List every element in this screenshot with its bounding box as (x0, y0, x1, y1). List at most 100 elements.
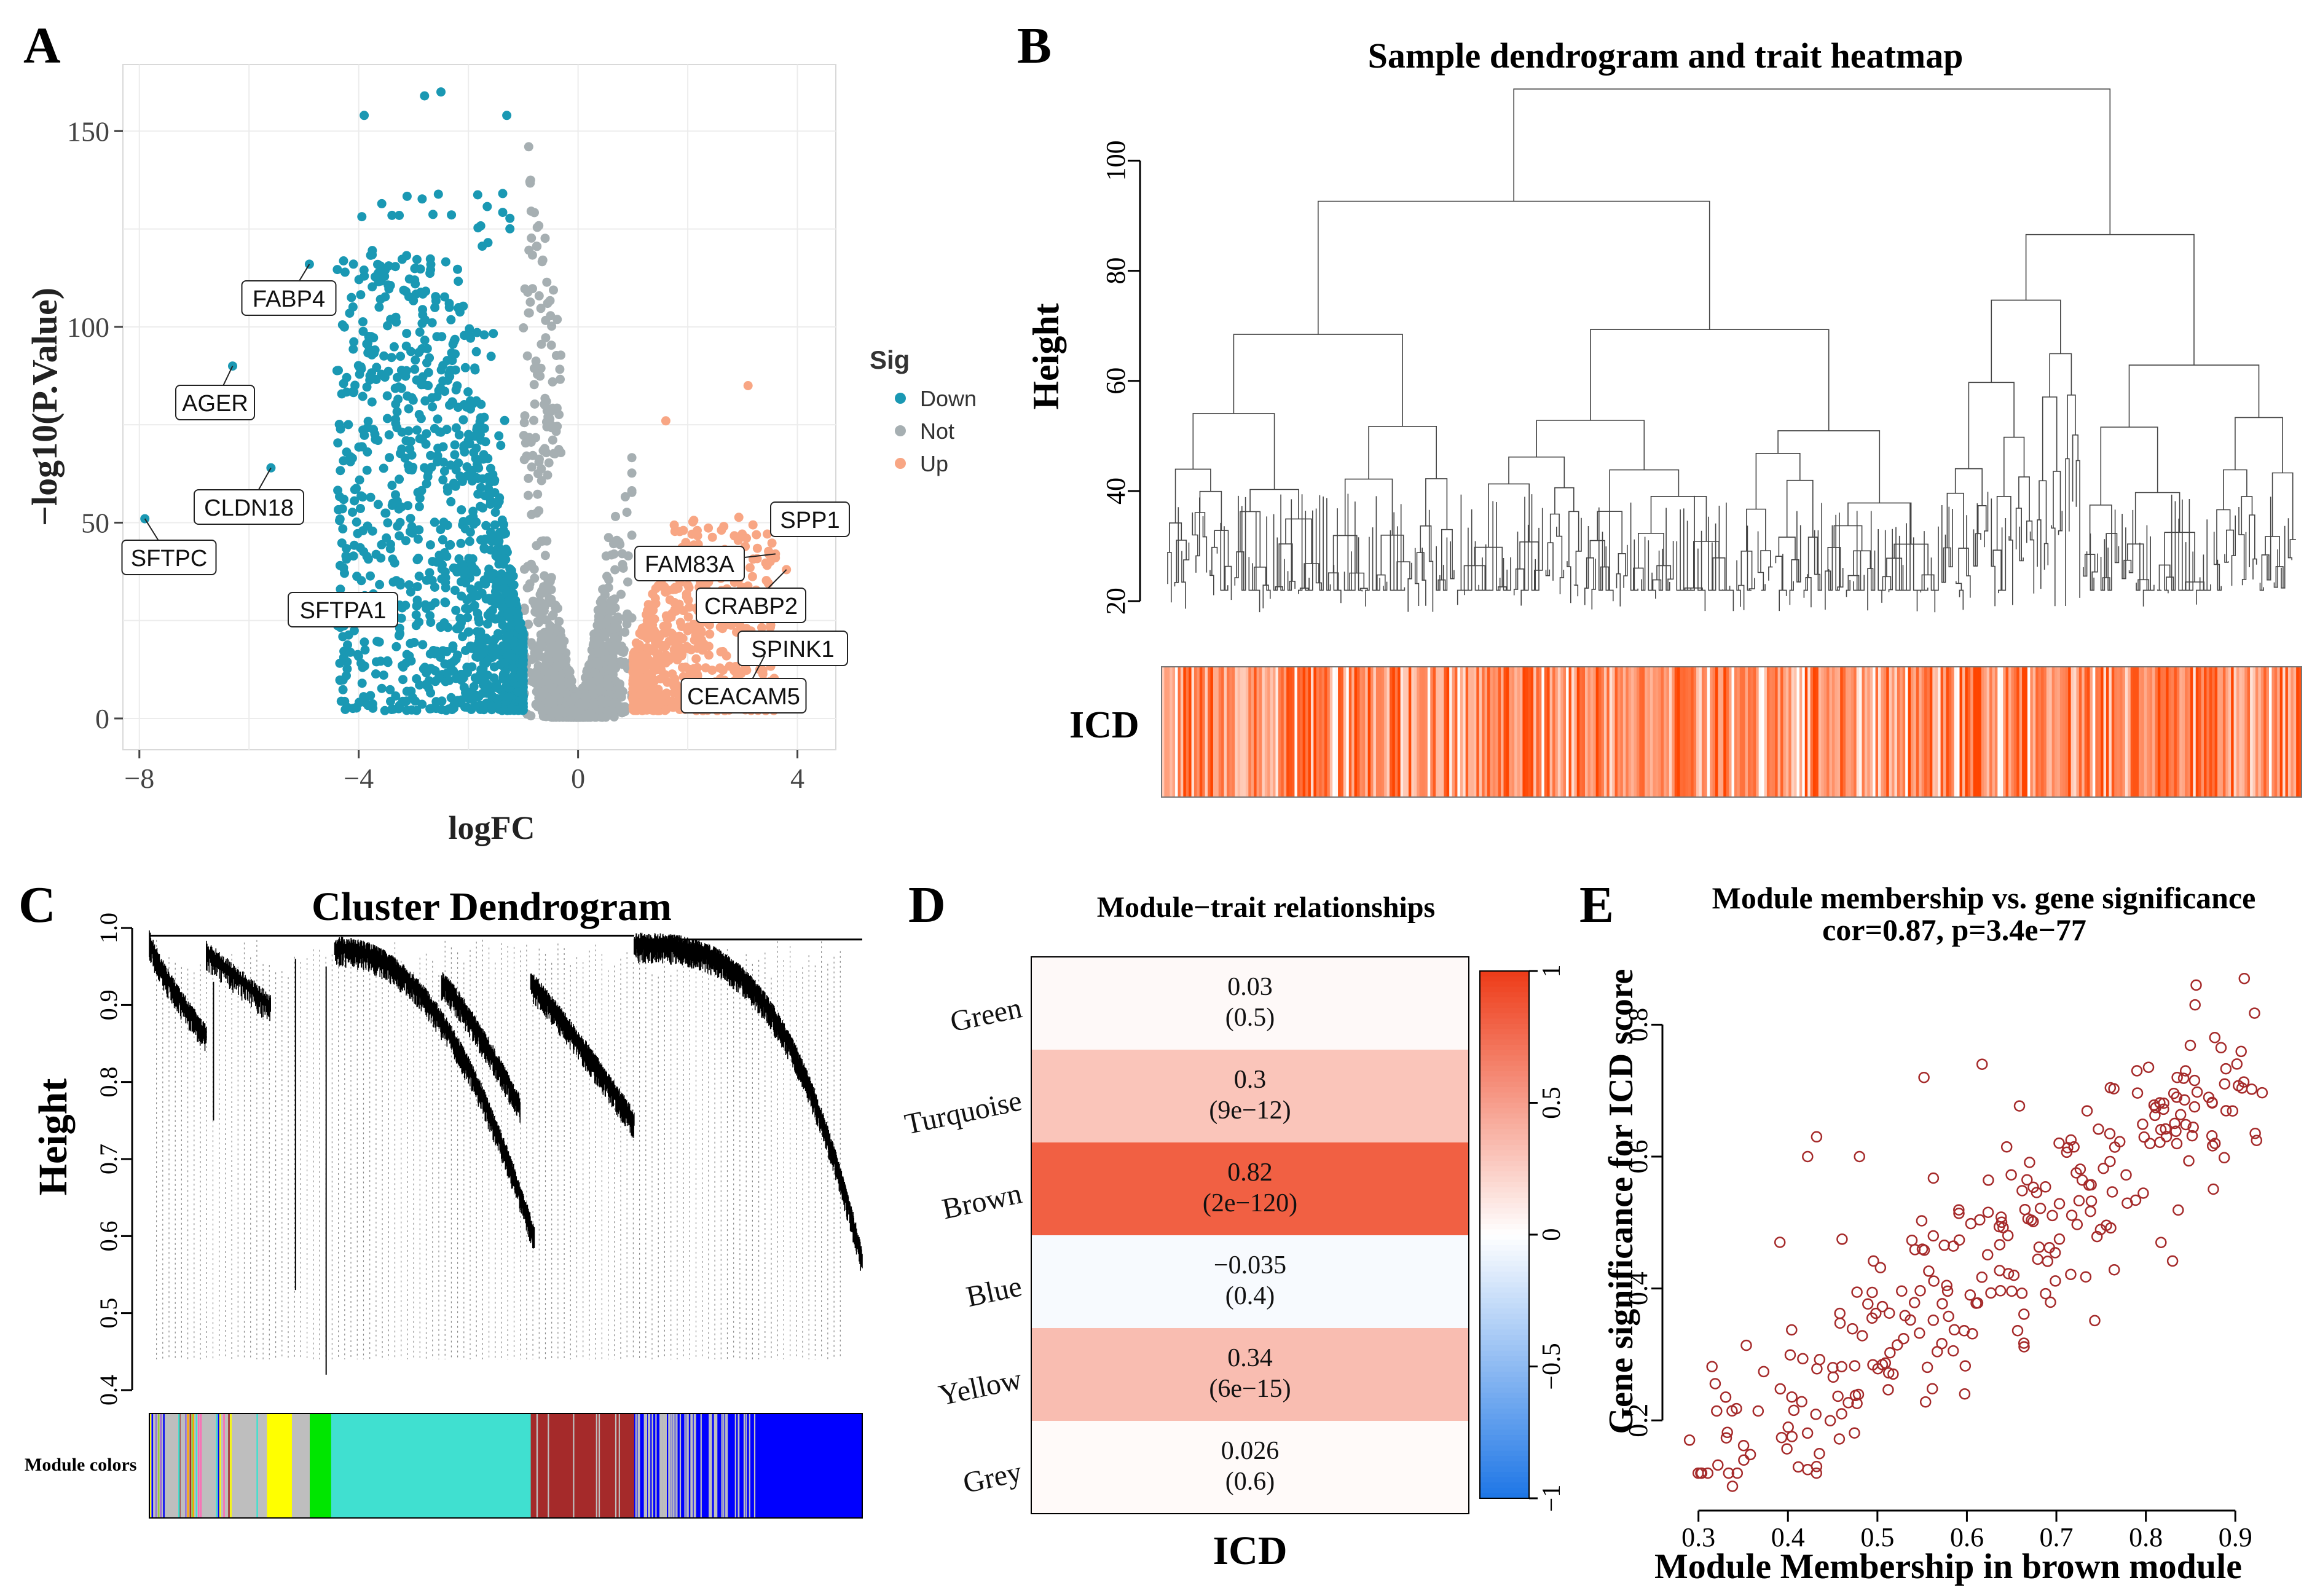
colorbar-step (1480, 1361, 1529, 1367)
y-tick-label: 0.6 (95, 1221, 122, 1251)
volcano-point-up (677, 650, 687, 659)
mm-gs-point (1914, 1285, 1926, 1297)
icd-heat-cell (1283, 667, 1287, 797)
volcano-point-down (418, 305, 428, 315)
volcano-point-down (505, 651, 514, 660)
icd-heat-cell (2139, 667, 2142, 797)
icd-heat-cell (2166, 667, 2169, 797)
icd-heat-cell (2225, 667, 2229, 797)
volcano-point-not (620, 492, 630, 501)
volcano-point-down (350, 485, 360, 495)
icd-heat-cell (2291, 667, 2294, 797)
x-tick-label: 0.3 (1681, 1522, 1715, 1552)
volcano-point-down (395, 531, 404, 541)
icd-heat-cell (1834, 667, 1838, 797)
mm-gs-point (1744, 1449, 1756, 1461)
volcano-point-down (436, 87, 446, 97)
mm-gs-point (1796, 1396, 1807, 1408)
colorbar-step (1480, 1092, 1529, 1098)
cell-correlation-label: −0.035 (1214, 1251, 1286, 1280)
volcano-point-down (342, 447, 352, 457)
volcano-point-down (450, 450, 460, 460)
volcano-point-not (552, 706, 561, 715)
module-color-stripe (709, 1413, 710, 1518)
icd-heat-cell (1227, 667, 1230, 797)
volcano-point-down (449, 478, 458, 488)
icd-heat-cell (1186, 667, 1189, 797)
volcano-point-down (368, 282, 377, 292)
mm-gs-point (2188, 1101, 2201, 1113)
icd-heat-cell (1981, 667, 1984, 797)
volcano-point-not (540, 234, 550, 243)
volcano-point-not (534, 291, 544, 301)
volcano-point-down (368, 699, 377, 709)
volcano-point-down (420, 463, 430, 473)
volcano-point-down (451, 605, 461, 615)
colorbar-step (1480, 1482, 1529, 1488)
volcano-point-not (539, 664, 549, 673)
volcano-point-down (379, 463, 388, 473)
module-row-label: Yellow (936, 1362, 1025, 1412)
module-color-stripe (200, 1413, 202, 1518)
mm-gs-point (2160, 1123, 2171, 1135)
icd-heat-cell (2293, 667, 2297, 797)
volcano-point-down (375, 580, 385, 589)
volcano-point-down (461, 688, 470, 698)
mm-gs-point (1814, 1354, 1826, 1366)
icd-heat-cell (1902, 667, 1906, 797)
volcano-point-down (450, 349, 460, 359)
volcano-point-down (444, 540, 454, 550)
volcano-point-down (463, 387, 473, 397)
icd-heat-cell (1357, 667, 1361, 797)
icd-heat-cell (1162, 667, 1165, 797)
volcano-point-up (646, 677, 656, 687)
volcano-point-not (537, 586, 546, 596)
volcano-point-down (441, 257, 450, 267)
volcano-point-down (440, 387, 450, 396)
icd-heat-cell (1622, 667, 1626, 797)
icd-heat-cell (1471, 667, 1474, 797)
icd-heat-cell (1807, 667, 1811, 797)
icd-heat-cell (1221, 667, 1225, 797)
volcano-point-down (437, 332, 447, 342)
mm-gs-point (1927, 1315, 1940, 1326)
icd-heat-cell (1425, 667, 1428, 797)
icd-heat-cell (2279, 667, 2283, 797)
icd-heat-cell (1498, 667, 1501, 797)
icd-heat-cell (1948, 667, 1952, 797)
icd-heat-cell (1878, 667, 1882, 797)
volcano-point-down (353, 651, 363, 661)
icd-heat-cell (1666, 667, 1670, 797)
icd-heat-cell (1614, 667, 1618, 797)
mm-gs-point (1711, 1405, 1723, 1417)
module-color-bar (149, 1413, 863, 1519)
volcano-point-not (551, 427, 561, 436)
module-color-stripe (664, 1413, 666, 1518)
mm-gs-point (2114, 1136, 2126, 1148)
gene-label: SPP1 (780, 508, 840, 533)
volcano-point-down (411, 621, 421, 631)
volcano-point-down (470, 564, 479, 574)
volcano-point-down (415, 327, 425, 337)
mm-gs-point (1868, 1255, 1879, 1267)
volcano-point-down (484, 570, 493, 580)
volcano-point-down (507, 704, 517, 713)
icd-heat-cell (1332, 667, 1336, 797)
icd-heat-cell (1908, 667, 1911, 797)
icd-heat-cell (2078, 667, 2082, 797)
volcano-point-down (356, 362, 366, 372)
volcano-point-not (519, 431, 529, 441)
volcano-point-down (446, 365, 455, 375)
volcano-point-down (352, 572, 362, 581)
panel-letter-e: E (1579, 876, 1614, 934)
volcano-point-down (513, 687, 523, 697)
mm-gs-point (1781, 1443, 1793, 1455)
volcano-point-down (468, 506, 478, 516)
volcano-point-down (335, 514, 345, 524)
colorbar-step (1480, 1060, 1529, 1067)
colorbar-step (1480, 1472, 1529, 1478)
volcano-point-down (500, 667, 510, 677)
colorbar-step (1480, 1034, 1529, 1040)
volcano-point-down (458, 415, 468, 425)
volcano-point-down (455, 613, 465, 623)
